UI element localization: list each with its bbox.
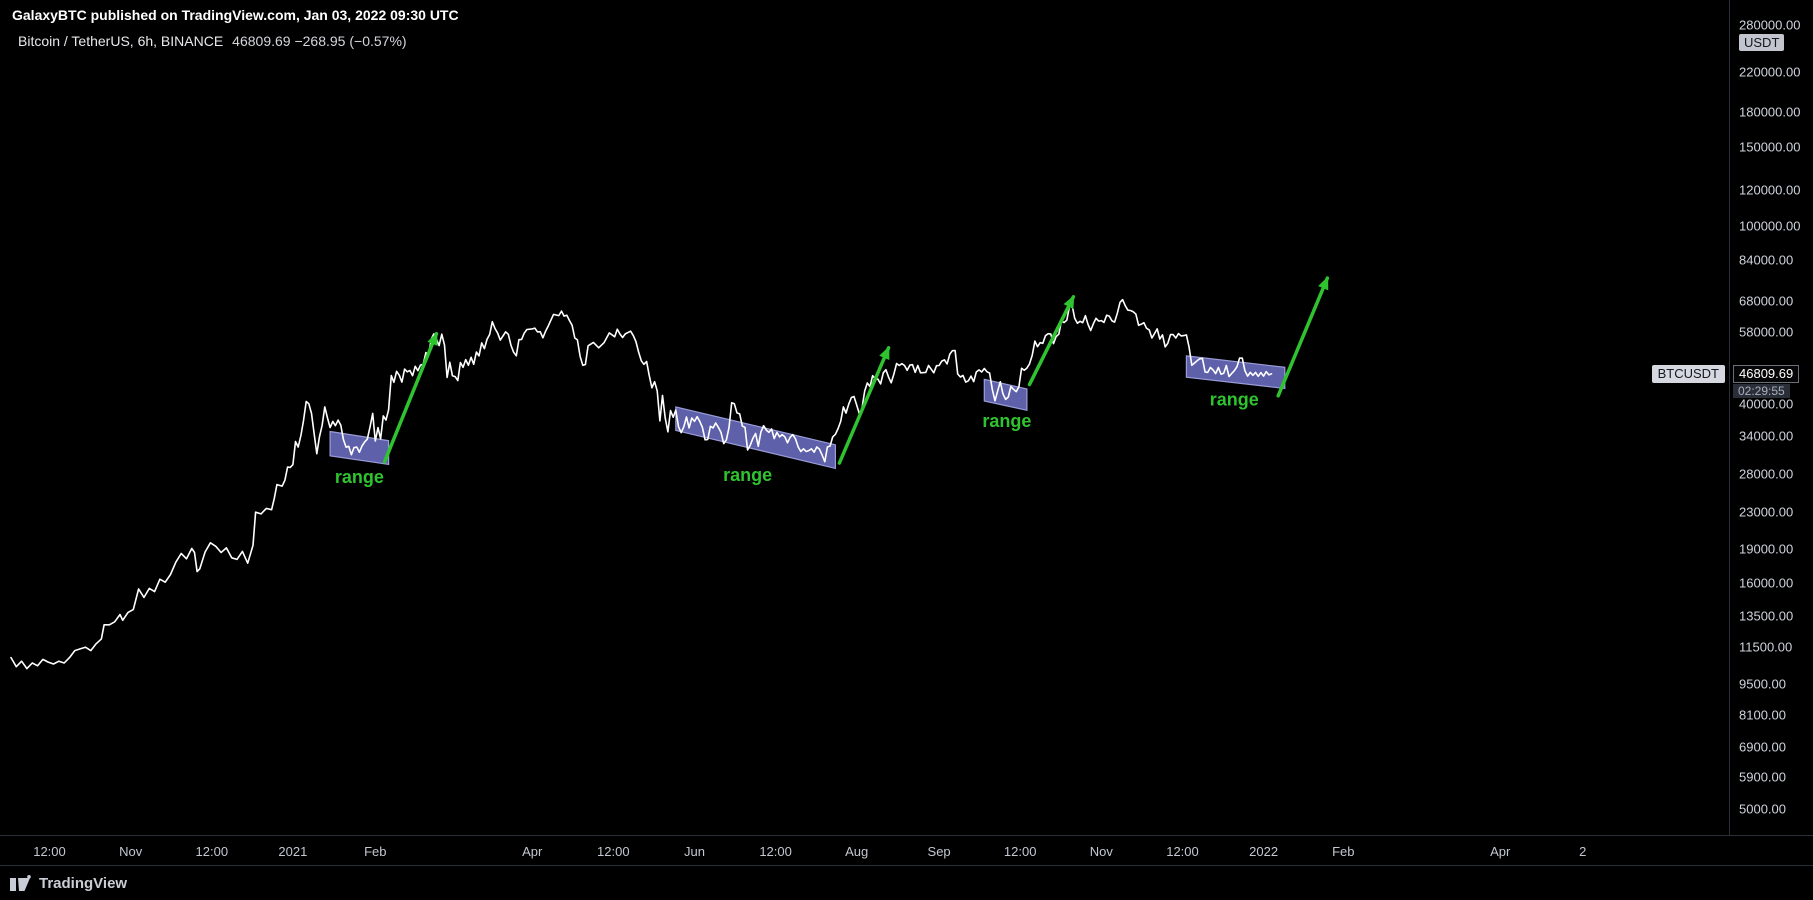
- breakout-arrow[interactable]: [837, 345, 891, 465]
- time-axis-tick: Apr: [1490, 844, 1511, 859]
- breakout-arrow[interactable]: [1276, 276, 1330, 398]
- price-axis-tick: 280000.00: [1739, 17, 1801, 33]
- time-axis-tick: Feb: [1332, 844, 1355, 859]
- breakout-arrow[interactable]: [1027, 295, 1076, 387]
- time-axis-tick: Aug: [845, 844, 869, 859]
- range-label[interactable]: range: [982, 411, 1031, 431]
- price-axis[interactable]: USDT 46809.69 02:29:55 280000.00 220000.0…: [1729, 0, 1813, 835]
- price-axis-tick: 120000.00: [1739, 182, 1801, 198]
- currency-unit-badge[interactable]: USDT: [1739, 34, 1785, 51]
- last-price-badge: 46809.69: [1733, 364, 1800, 383]
- price-axis-tick: 150000.00: [1739, 139, 1801, 155]
- footer-bar: TradingView: [0, 865, 1813, 900]
- price-axis-tick: 84000.00: [1739, 252, 1794, 268]
- legend-last-price: 46809.69: [232, 33, 291, 49]
- time-axis-tick: 2: [1579, 844, 1587, 859]
- price-axis-tick: 68000.00: [1739, 293, 1794, 309]
- publish-info-text: GalaxyBTC published on TradingView.com, …: [12, 7, 459, 23]
- price-axis-tick: 40000.00: [1739, 396, 1794, 412]
- publish-header: GalaxyBTC published on TradingView.com, …: [12, 7, 459, 23]
- price-axis-tick: 13500.00: [1739, 608, 1794, 624]
- range-box[interactable]: [983, 378, 1028, 412]
- price-axis-tick: 180000.00: [1739, 104, 1801, 119]
- price-axis-tick: 19000.00: [1739, 541, 1794, 557]
- chart-pane[interactable]: range range range range Bitcoin / TetherUS,…: [0, 0, 1729, 835]
- range-label[interactable]: range: [723, 465, 772, 485]
- time-axis-tick: Sep: [927, 844, 951, 859]
- price-axis-tick: 11500.00: [1739, 639, 1793, 655]
- time-axis-tick: 2022: [1249, 844, 1279, 859]
- range-box[interactable]: [329, 430, 390, 466]
- bar-countdown-badge: 02:29:55: [1733, 383, 1790, 398]
- symbol-description[interactable]: Bitcoin / TetherUS, 6h, BINANCE: [18, 33, 224, 49]
- last-price-badge-group: 46809.69 02:29:55: [1733, 364, 1800, 398]
- time-axis-tick: 12:00: [33, 844, 66, 859]
- chart-canvas[interactable]: range range range range: [0, 0, 1729, 835]
- range-label[interactable]: range: [335, 467, 384, 487]
- price-axis-tick: 16000.00: [1739, 575, 1794, 591]
- symbol-label-badge: BTCUSDT: [1651, 364, 1725, 383]
- time-axis-tick: 2021: [278, 844, 308, 859]
- price-line: [10, 298, 1273, 670]
- range-box[interactable]: [675, 406, 837, 470]
- price-axis-tick: 5900.00: [1739, 769, 1786, 785]
- time-axis-tick: Feb: [364, 844, 387, 859]
- price-axis-tick: 220000.00: [1739, 64, 1801, 80]
- range-label[interactable]: range: [1210, 389, 1259, 409]
- price-axis-tick: 5000.00: [1739, 801, 1786, 817]
- price-axis-tick: 23000.00: [1739, 504, 1794, 520]
- chart-legend[interactable]: Bitcoin / TetherUS, 6h, BINANCE 46809.69 …: [18, 33, 407, 49]
- breakout-arrow[interactable]: [382, 331, 439, 464]
- price-axis-tick: 8100.00: [1739, 707, 1786, 723]
- time-axis-tick: Apr: [522, 844, 543, 859]
- tradingview-wordmark[interactable]: TradingView: [39, 874, 128, 892]
- price-axis-tick: 6900.00: [1739, 739, 1786, 755]
- price-axis-tick: 9500.00: [1739, 676, 1786, 692]
- time-axis-tick: 12:00: [195, 844, 229, 859]
- time-axis-tick: Nov: [1089, 844, 1113, 859]
- price-axis-tick: 100000.00: [1739, 218, 1801, 234]
- time-axis-tick: 12:00: [597, 844, 630, 859]
- time-axis-tick: Nov: [119, 844, 143, 859]
- time-axis-tick: Jun: [684, 844, 705, 859]
- time-axis[interactable]: 12:00 Nov 12:00 2021 Feb Apr 12:00 Jun 12:00 Aug S…: [0, 835, 1813, 865]
- legend-change: −268.95 (−0.57%): [294, 33, 407, 49]
- time-axis-tick: 12:00: [759, 844, 792, 859]
- time-axis-tick: 12:00: [1166, 844, 1199, 859]
- tradingview-logo-icon[interactable]: [10, 875, 32, 891]
- price-axis-tick: 34000.00: [1739, 428, 1794, 444]
- time-axis-tick: 12:00: [1003, 844, 1037, 859]
- price-axis-tick: 28000.00: [1739, 466, 1794, 482]
- range-box[interactable]: [1185, 355, 1286, 390]
- price-axis-tick: 58000.00: [1739, 324, 1794, 340]
